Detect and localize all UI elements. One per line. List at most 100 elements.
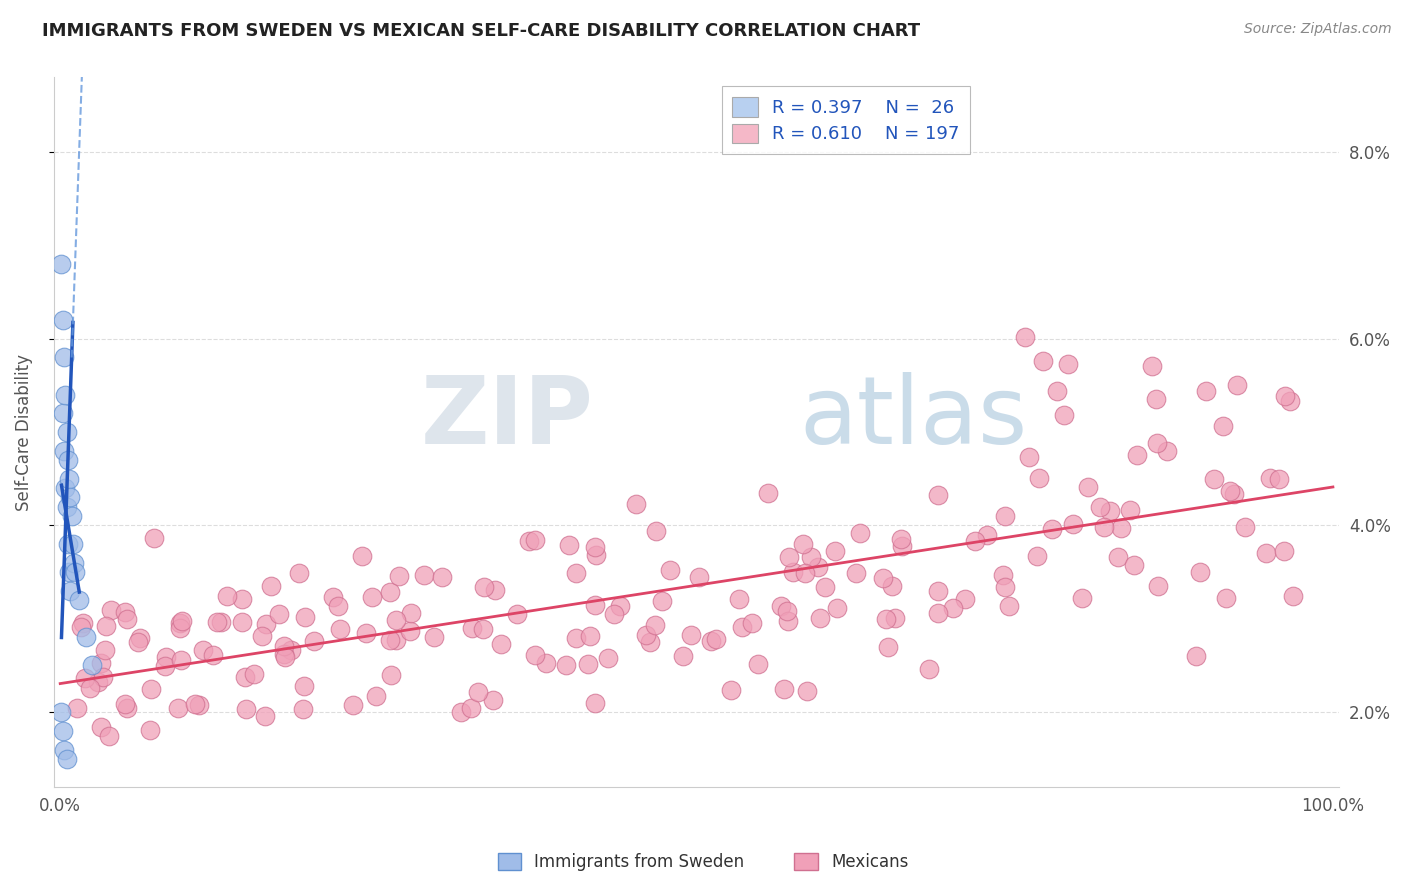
Point: [1233, 520, 1256, 534]
Point: [1222, 486, 1244, 500]
Point: [53, 443, 76, 458]
Point: [565, 566, 588, 580]
Point: [342, 698, 364, 713]
Point: [79, 681, 101, 695]
Point: [1088, 500, 1111, 514]
Point: [52, 723, 75, 738]
Point: [1258, 471, 1281, 485]
Point: [808, 611, 831, 625]
Point: [269, 607, 291, 621]
Point: [918, 662, 941, 676]
Point: [231, 615, 253, 629]
Point: [115, 612, 138, 626]
Point: [201, 648, 224, 662]
Point: [188, 698, 211, 712]
Point: [139, 723, 162, 737]
Point: [679, 628, 702, 642]
Point: [994, 509, 1017, 524]
Point: [291, 702, 314, 716]
Point: [883, 611, 905, 625]
Point: [252, 630, 274, 644]
Point: [460, 621, 482, 635]
Point: [776, 604, 799, 618]
Point: [658, 563, 681, 577]
Point: [891, 539, 914, 553]
Legend: Immigrants from Sweden, Mexicans: Immigrants from Sweden, Mexicans: [489, 845, 917, 880]
Point: [1146, 435, 1168, 450]
Point: [94, 619, 117, 633]
Point: [927, 607, 949, 621]
Point: [288, 566, 311, 581]
Point: [1254, 546, 1277, 560]
Point: [90, 656, 112, 670]
Point: [489, 637, 512, 651]
Point: [1053, 408, 1076, 422]
Point: [65, 701, 87, 715]
Point: [880, 579, 903, 593]
Point: [814, 580, 837, 594]
Point: [636, 628, 658, 642]
Point: [356, 625, 378, 640]
Point: [672, 648, 695, 663]
Point: [583, 540, 606, 554]
Point: [872, 571, 894, 585]
Point: [1107, 549, 1129, 564]
Point: [1077, 480, 1099, 494]
Point: [770, 599, 793, 613]
Point: [155, 650, 177, 665]
Point: [1026, 549, 1049, 563]
Point: [63, 556, 86, 570]
Point: [1279, 394, 1302, 409]
Point: [193, 642, 215, 657]
Point: [170, 653, 193, 667]
Point: [644, 617, 666, 632]
Point: [792, 537, 814, 551]
Point: [756, 485, 779, 500]
Point: [747, 657, 769, 671]
Point: [254, 708, 277, 723]
Point: [1032, 354, 1054, 368]
Point: [273, 647, 295, 661]
Point: [609, 599, 631, 614]
Point: [848, 526, 870, 541]
Point: [1274, 389, 1296, 403]
Point: [1282, 590, 1305, 604]
Point: [506, 607, 529, 621]
Point: [484, 582, 506, 597]
Point: [55, 425, 77, 439]
Point: [184, 697, 207, 711]
Point: [58, 472, 80, 486]
Point: [51, 257, 73, 271]
Point: [260, 579, 283, 593]
Point: [845, 566, 868, 580]
Y-axis label: Self-Care Disability: Self-Care Disability: [15, 353, 32, 510]
Point: [1272, 544, 1295, 558]
Point: [430, 569, 453, 583]
Point: [65, 565, 87, 579]
Point: [361, 590, 384, 604]
Point: [720, 682, 742, 697]
Point: [67, 593, 90, 607]
Point: [524, 648, 547, 663]
Point: [128, 631, 150, 645]
Point: [1147, 579, 1170, 593]
Point: [385, 632, 408, 647]
Point: [994, 580, 1017, 594]
Point: [824, 543, 846, 558]
Point: [366, 689, 388, 703]
Point: [380, 668, 402, 682]
Point: [727, 592, 749, 607]
Point: [94, 643, 117, 657]
Point: [378, 633, 401, 648]
Point: [927, 583, 949, 598]
Point: [927, 488, 949, 502]
Point: [558, 538, 581, 552]
Point: [1014, 330, 1036, 344]
Point: [56, 537, 79, 551]
Point: [963, 534, 986, 549]
Point: [471, 622, 494, 636]
Point: [1018, 450, 1040, 464]
Point: [242, 667, 264, 681]
Point: [1226, 378, 1249, 392]
Point: [169, 615, 191, 630]
